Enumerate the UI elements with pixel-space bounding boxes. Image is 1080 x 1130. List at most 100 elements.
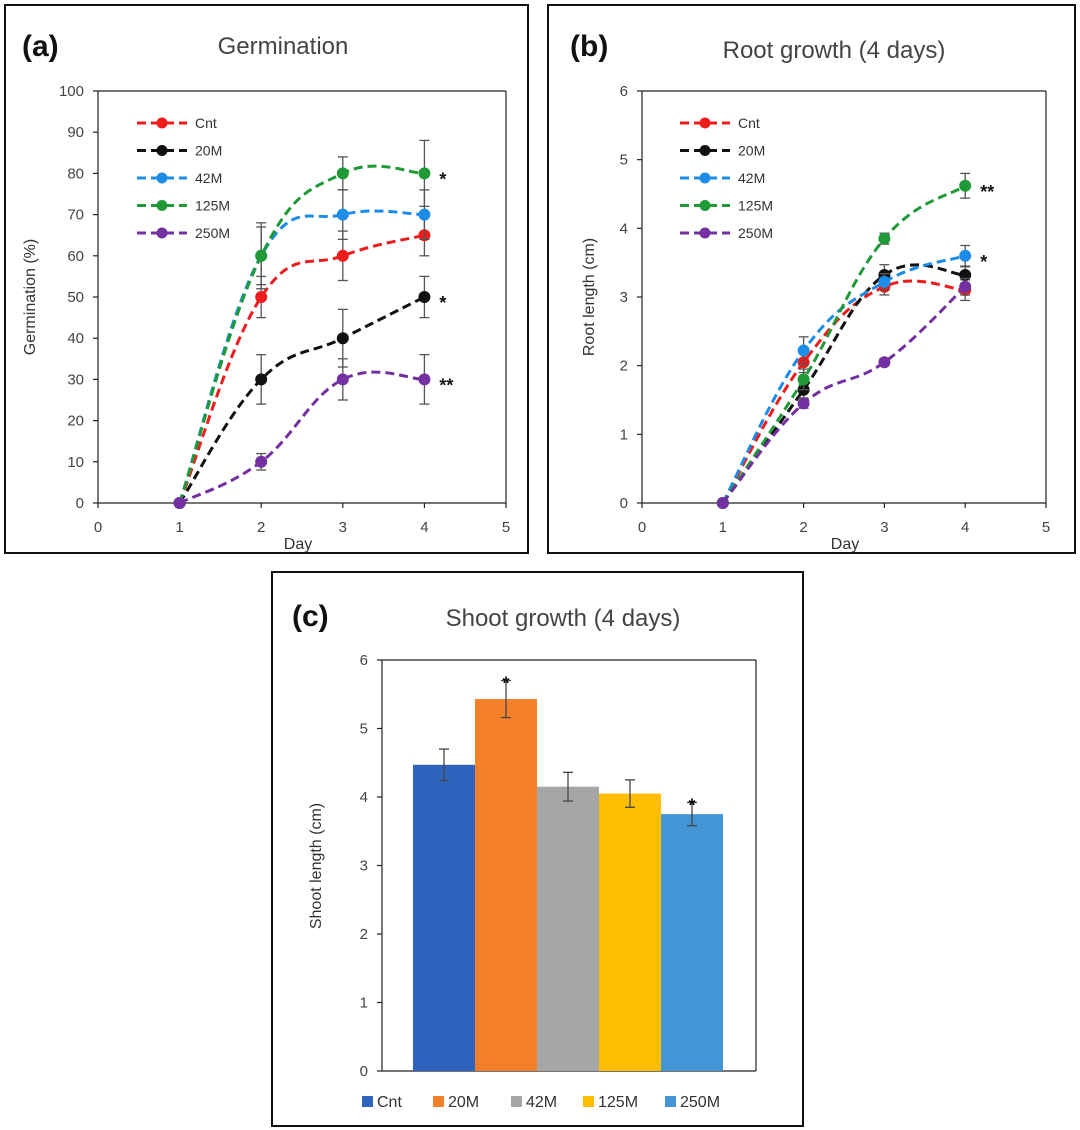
data-point-42M <box>959 249 972 262</box>
y-tick-label: 2 <box>620 358 628 375</box>
y-tick-label: 3 <box>360 858 368 875</box>
y-tick-label: 30 <box>67 371 84 388</box>
data-point-125M <box>878 232 891 245</box>
legend-label: 20M <box>448 1094 479 1111</box>
series-line-Cnt <box>721 279 966 504</box>
y-tick-label: 6 <box>620 83 628 100</box>
data-point-250M <box>336 373 349 386</box>
y-tick-label: 70 <box>67 207 84 224</box>
x-tick-label: 5 <box>1042 519 1050 536</box>
x-tick-label: 0 <box>638 519 646 536</box>
legend-label: Cnt <box>738 115 760 131</box>
y-tick-label: 90 <box>67 124 84 141</box>
bar-42M <box>537 786 599 1071</box>
series-line-42M <box>721 254 966 504</box>
y-tick-label: 2 <box>360 926 368 943</box>
legend-marker-42M <box>699 172 711 184</box>
data-point-125M <box>418 167 431 180</box>
significance-marker: ** <box>439 375 453 395</box>
y-tick-label: 4 <box>620 220 628 237</box>
x-tick-label: 2 <box>799 519 807 536</box>
y-tick-label: 6 <box>360 652 368 669</box>
y-tick-label: 3 <box>620 289 628 306</box>
significance-marker: * <box>439 169 446 189</box>
chart-title: Shoot growth (4 days) <box>446 605 681 632</box>
x-tick-label: 1 <box>175 519 183 536</box>
x-axis-label: Day <box>284 536 312 553</box>
data-point-125M <box>255 249 268 262</box>
series-line-125M <box>721 184 967 504</box>
series-line-125M <box>178 164 425 504</box>
series-line-42M <box>178 209 425 504</box>
legend-label: 250M <box>680 1094 720 1111</box>
y-tick-label: 60 <box>67 248 84 265</box>
x-tick-label: 3 <box>880 519 888 536</box>
significance-marker: * <box>502 674 509 694</box>
y-tick-label: 1 <box>620 426 628 443</box>
legend-marker-20M <box>156 145 168 156</box>
panel-border <box>271 571 804 1127</box>
y-axis-label: Shoot length (cm) <box>308 803 325 929</box>
legend-swatch-250M <box>665 1096 676 1107</box>
data-point-250M <box>418 373 431 386</box>
legend-label: 20M <box>195 143 222 159</box>
x-tick-label: 2 <box>257 519 265 536</box>
chart-title: Germination <box>218 33 349 60</box>
data-point-42M <box>797 344 810 357</box>
legend-label: 250M <box>195 225 230 241</box>
legend-label: Cnt <box>377 1094 402 1111</box>
legend-label: 125M <box>598 1094 638 1111</box>
legend-swatch-20M <box>433 1096 444 1107</box>
legend-label: 42M <box>738 170 765 186</box>
x-tick-label: 4 <box>961 519 969 536</box>
bar-Cnt <box>413 764 475 1071</box>
legend-marker-250M <box>699 227 711 239</box>
x-tick-label: 5 <box>502 519 510 536</box>
y-tick-label: 0 <box>76 495 84 512</box>
x-tick-label: 4 <box>420 519 428 536</box>
legend-marker-42M <box>156 172 168 184</box>
y-tick-label: 10 <box>67 454 84 471</box>
legend-marker-125M <box>156 200 168 211</box>
series-line-20M <box>721 263 966 504</box>
chart-a: (a) Germination 0 10 20 30 40 50 60 70 80 90 100 0 1 2 3… <box>4 4 529 554</box>
series-line-Cnt <box>178 233 425 504</box>
significance-marker: * <box>980 252 987 272</box>
legend-label: 250M <box>738 225 773 241</box>
y-tick-label: 0 <box>620 495 628 512</box>
data-point-20M <box>255 373 268 386</box>
y-tick-label: 5 <box>620 152 628 169</box>
data-point-250M <box>878 356 891 369</box>
bar-250M <box>661 814 723 1071</box>
legend-label: 42M <box>195 170 222 186</box>
significance-marker: ** <box>980 182 994 202</box>
bar-20M <box>475 699 537 1071</box>
legend-label: 125M <box>195 198 230 214</box>
data-point-125M <box>959 179 972 192</box>
y-tick-label: 5 <box>360 721 368 738</box>
y-tick-label: 50 <box>67 289 84 306</box>
y-tick-label: 4 <box>360 789 368 806</box>
data-point-250M <box>959 280 972 293</box>
y-tick-label: 20 <box>67 413 84 430</box>
data-point-125M <box>336 167 349 180</box>
y-axis-label: Germination (%) <box>22 239 39 355</box>
panel-border <box>547 4 1076 554</box>
series-line-250M <box>721 285 967 504</box>
legend-marker-Cnt <box>156 117 168 129</box>
significance-marker: * <box>688 795 695 815</box>
data-point-250M <box>173 497 186 509</box>
data-point-250M <box>716 497 729 509</box>
data-point-42M <box>418 208 431 221</box>
bar-125M <box>599 793 661 1071</box>
legend-label: 42M <box>526 1094 557 1111</box>
data-point-250M <box>797 397 810 410</box>
y-tick-label: 1 <box>360 995 368 1012</box>
data-point-42M <box>878 275 891 288</box>
panel-label: (b) <box>570 30 608 63</box>
x-axis-label: Day <box>831 536 859 553</box>
chart-b: (b) Root growth (4 days) 0 1 2 3 4 5 6 0 1 2 3 4 5 Day R… <box>547 4 1076 554</box>
legend-swatch-Cnt <box>362 1096 373 1107</box>
data-point-20M <box>336 332 349 345</box>
